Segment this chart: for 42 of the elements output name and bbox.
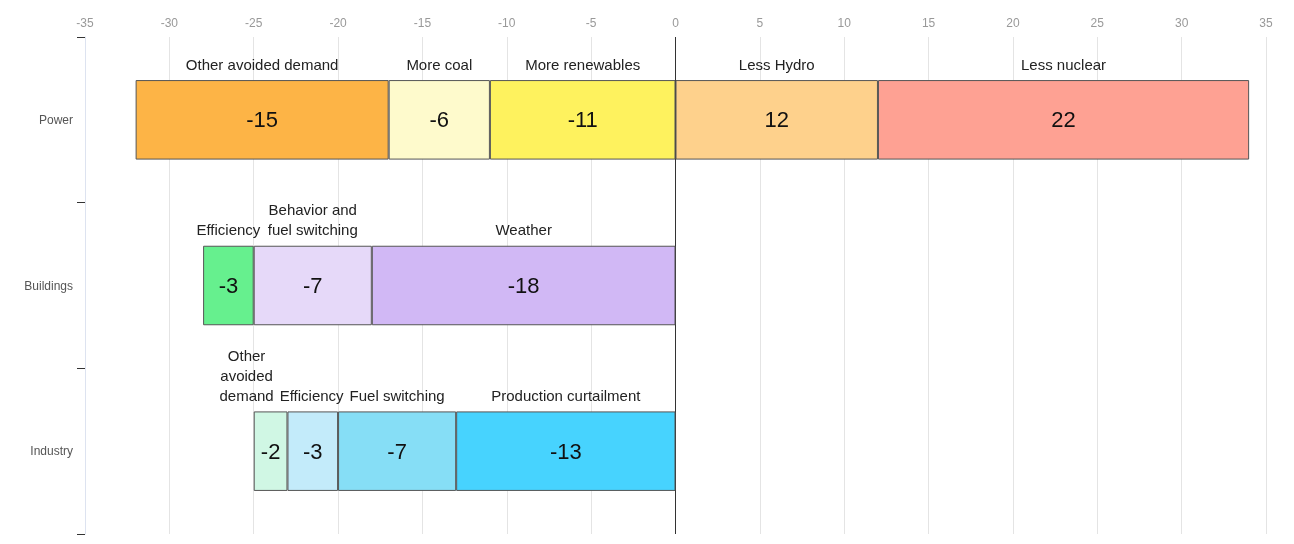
x-tick-label: -25 xyxy=(245,16,263,30)
series-label: Other avoided demand xyxy=(219,346,274,404)
series-label: Less nuclear xyxy=(1021,55,1107,73)
x-tick-label: -15 xyxy=(413,16,432,30)
series-label: Production curtailment xyxy=(491,386,642,404)
series-label: Other avoided demand xyxy=(185,55,339,73)
series-label: Efficiency xyxy=(196,221,261,239)
data-label: 12 xyxy=(764,107,789,133)
x-tick-label: 35 xyxy=(1259,16,1273,30)
x-tick-label: -5 xyxy=(585,16,597,30)
data-label: -3 xyxy=(218,273,239,298)
series-label: Fuel switching xyxy=(349,386,445,404)
x-tick-label: 30 xyxy=(1174,16,1189,30)
series-label: Weather xyxy=(495,221,552,239)
data-label: -7 xyxy=(387,438,407,464)
x-tick-label: 10 xyxy=(837,16,852,30)
series-label: Behavior and fuel switching xyxy=(267,201,358,239)
data-label: -15 xyxy=(246,107,279,133)
series-label: Less Hydro xyxy=(738,55,815,73)
x-tick-label: 20 xyxy=(1006,16,1020,30)
x-tick-label: -20 xyxy=(329,16,348,30)
data-label: -18 xyxy=(507,273,540,298)
data-label: -2 xyxy=(260,438,281,464)
series-label: Efficiency xyxy=(279,386,345,404)
x-tick-label: 25 xyxy=(1090,16,1105,30)
x-tick-label: -30 xyxy=(160,16,179,30)
y-tick-label: Buildings xyxy=(24,278,73,293)
series-label: More coal xyxy=(406,55,473,73)
x-tick-label: 0 xyxy=(672,16,680,30)
x-tick-label: -10 xyxy=(498,16,516,30)
series-label: More renewables xyxy=(525,55,641,73)
x-tick-label: 5 xyxy=(756,16,764,30)
data-label: -6 xyxy=(429,107,450,133)
x-tick-label: 15 xyxy=(921,16,936,30)
data-label: -13 xyxy=(549,438,582,464)
data-label: 22 xyxy=(1051,107,1076,133)
y-tick-label: Power xyxy=(38,112,73,127)
y-tick-label: Industry xyxy=(30,444,73,459)
data-label: -3 xyxy=(302,438,323,464)
x-tick-label: -35 xyxy=(76,16,94,30)
data-label: -11 xyxy=(567,107,598,133)
data-label: -7 xyxy=(302,273,323,298)
